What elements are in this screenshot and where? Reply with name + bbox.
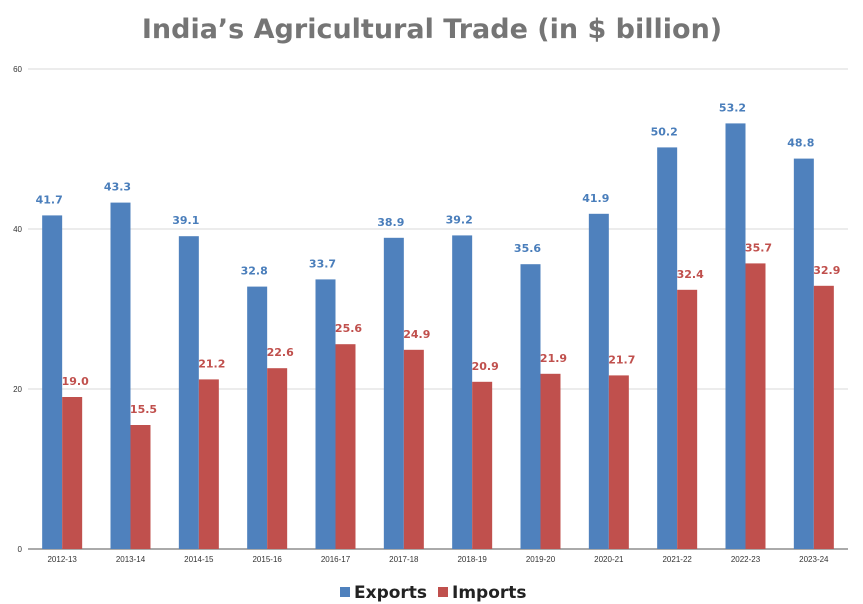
- exports-value-label: 39.1: [172, 214, 199, 227]
- y-tick-label: 40: [13, 225, 22, 234]
- imports-value-label: 32.4: [677, 268, 704, 281]
- imports-value-label: 22.6: [267, 346, 294, 359]
- exports-bar-2021-22: [657, 147, 678, 549]
- exports-value-label: 53.2: [719, 101, 746, 114]
- exports-value-label: 43.3: [104, 181, 131, 194]
- imports-value-label: 19.0: [62, 375, 89, 388]
- imports-value-label: 20.9: [472, 360, 499, 373]
- bars: [42, 123, 834, 550]
- imports-bar-2022-23: [745, 263, 766, 549]
- x-tick-label: 2023-24: [799, 555, 829, 564]
- y-axis-ticks: 0 20 40 60: [13, 65, 22, 554]
- exports-legend-swatch: [340, 587, 350, 597]
- imports-legend-label: Imports: [452, 583, 527, 603]
- exports-bar-2012-13: [42, 215, 63, 549]
- exports-bar-2023-24: [793, 158, 814, 549]
- gridlines: [28, 68, 848, 550]
- exports-bar-2020-21: [588, 213, 609, 550]
- data-labels: 41.7 19.0 43.3 15.5 39.1 21.2 32.8 22.6 33.7 25.6…: [36, 101, 841, 416]
- y-tick-label: 0: [18, 545, 23, 554]
- x-tick-label: 2018-19: [457, 555, 487, 564]
- x-tick-label: 2016-17: [321, 555, 351, 564]
- x-tick-label: 2013-14: [116, 555, 146, 564]
- imports-value-label: 32.9: [813, 264, 840, 277]
- imports-value-label: 24.9: [403, 328, 430, 341]
- imports-bar-2023-24: [813, 285, 834, 549]
- imports-value-label: 15.5: [130, 403, 157, 416]
- exports-value-label: 48.8: [787, 137, 814, 150]
- exports-value-label: 33.7: [309, 257, 336, 270]
- x-tick-label: 2020-21: [594, 555, 624, 564]
- x-tick-label: 2022-23: [731, 555, 761, 564]
- exports-legend-label: Exports: [354, 583, 427, 603]
- imports-bar-2017-18: [403, 349, 424, 549]
- x-tick-label: 2021-22: [662, 555, 692, 564]
- exports-bar-2022-23: [725, 123, 746, 550]
- imports-value-label: 25.6: [335, 322, 362, 335]
- exports-bar-2014-15: [178, 236, 199, 549]
- x-tick-label: 2019-20: [526, 555, 556, 564]
- imports-bar-2021-22: [677, 289, 698, 549]
- imports-bar-2014-15: [198, 379, 219, 549]
- y-tick-label: 60: [13, 65, 22, 74]
- x-tick-label: 2014-15: [184, 555, 214, 564]
- x-tick-label: 2012-13: [47, 555, 77, 564]
- imports-bar-2012-13: [62, 397, 83, 549]
- imports-bar-2019-20: [540, 373, 561, 549]
- exports-bar-2017-18: [383, 237, 404, 550]
- x-tick-label: 2017-18: [389, 555, 419, 564]
- imports-bar-2016-17: [335, 344, 356, 549]
- legend: Exports Imports: [340, 583, 527, 603]
- x-axis-ticks: 2012-13 2013-14 2014-15 2015-16 2016-17 2017-…: [47, 555, 829, 564]
- imports-value-label: 21.2: [198, 357, 225, 370]
- exports-value-label: 41.7: [36, 193, 63, 206]
- exports-bar-2015-16: [247, 286, 268, 549]
- exports-bar-2013-14: [110, 202, 131, 549]
- imports-bar-2018-19: [472, 381, 493, 549]
- exports-value-label: 32.8: [241, 265, 268, 278]
- imports-value-label: 35.7: [745, 241, 772, 254]
- exports-bar-2018-19: [452, 235, 473, 549]
- exports-value-label: 41.9: [582, 192, 609, 205]
- imports-value-label: 21.7: [608, 353, 635, 366]
- chart-title: India’s Agricultural Trade (in $ billion…: [142, 14, 722, 45]
- imports-legend-swatch: [438, 587, 448, 597]
- y-tick-label: 20: [13, 385, 22, 394]
- exports-value-label: 35.6: [514, 242, 541, 255]
- exports-value-label: 38.9: [377, 216, 404, 229]
- imports-bar-2013-14: [130, 425, 151, 549]
- x-tick-label: 2015-16: [252, 555, 282, 564]
- imports-bar-2020-21: [608, 375, 629, 549]
- exports-value-label: 39.2: [446, 213, 473, 226]
- imports-value-label: 21.9: [540, 352, 567, 365]
- exports-bar-2019-20: [520, 264, 541, 549]
- imports-bar-2015-16: [267, 368, 288, 549]
- exports-bar-2016-17: [315, 279, 336, 549]
- exports-value-label: 50.2: [651, 125, 678, 138]
